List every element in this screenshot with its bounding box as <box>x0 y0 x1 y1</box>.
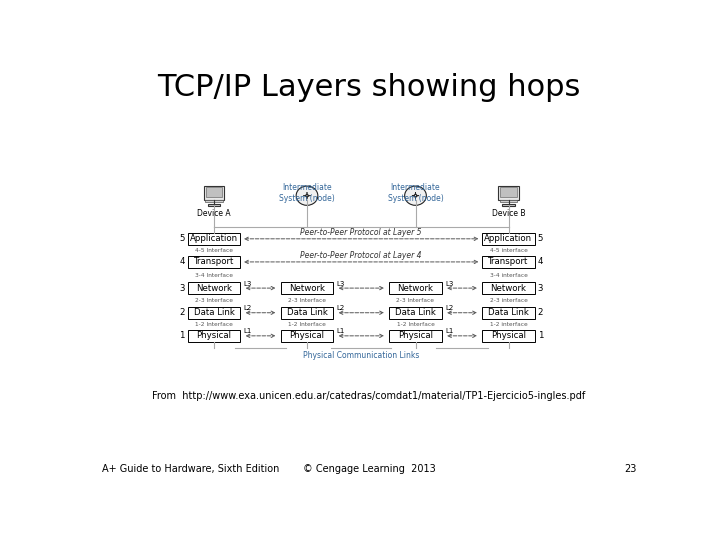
FancyBboxPatch shape <box>188 330 240 342</box>
Text: © Cengage Learning  2013: © Cengage Learning 2013 <box>302 464 436 474</box>
Text: Peer-to-Peer Protocol at Layer 5: Peer-to-Peer Protocol at Layer 5 <box>300 228 422 237</box>
FancyBboxPatch shape <box>188 282 240 294</box>
Text: L1: L1 <box>243 328 252 334</box>
Text: 2: 2 <box>179 308 185 317</box>
Text: L1: L1 <box>336 328 345 334</box>
FancyBboxPatch shape <box>208 204 220 206</box>
Text: 4: 4 <box>538 258 543 266</box>
Text: L2: L2 <box>445 305 453 311</box>
Text: 1-2 Interface: 1-2 Interface <box>397 322 434 327</box>
Text: 23: 23 <box>624 464 636 474</box>
Text: L3: L3 <box>445 281 454 287</box>
Text: 2-3 interface: 2-3 interface <box>490 298 528 303</box>
Text: Data Link: Data Link <box>488 308 529 317</box>
FancyBboxPatch shape <box>188 256 240 268</box>
Text: L3: L3 <box>336 281 345 287</box>
FancyBboxPatch shape <box>482 282 535 294</box>
Text: Intermediate
System (node): Intermediate System (node) <box>279 184 335 203</box>
Text: 2-3 Interface: 2-3 Interface <box>397 298 434 303</box>
Ellipse shape <box>296 186 318 205</box>
FancyBboxPatch shape <box>281 330 333 342</box>
FancyBboxPatch shape <box>482 307 535 319</box>
Text: Physical: Physical <box>197 332 232 340</box>
FancyBboxPatch shape <box>281 282 333 294</box>
FancyBboxPatch shape <box>206 187 222 197</box>
FancyBboxPatch shape <box>500 187 517 197</box>
Text: TCP/IP Layers showing hops: TCP/IP Layers showing hops <box>157 73 581 103</box>
Text: 3-4 Interface: 3-4 Interface <box>195 273 233 278</box>
Text: Data Link: Data Link <box>287 308 328 317</box>
Text: 3: 3 <box>179 284 185 293</box>
Text: Data Link: Data Link <box>395 308 436 317</box>
Text: 5: 5 <box>179 234 185 244</box>
FancyBboxPatch shape <box>188 233 240 245</box>
Text: 4-5 interface: 4-5 interface <box>490 248 528 253</box>
Text: From  http://www.exa.unicen.edu.ar/catedras/comdat1/material/TP1-Ejercicio5-ingl: From http://www.exa.unicen.edu.ar/catedr… <box>153 391 585 401</box>
Text: 3: 3 <box>538 284 543 293</box>
Text: Network: Network <box>196 284 232 293</box>
FancyBboxPatch shape <box>482 256 535 268</box>
FancyBboxPatch shape <box>188 307 240 319</box>
Text: Physical: Physical <box>398 332 433 340</box>
Text: L3: L3 <box>243 281 252 287</box>
Text: Physical: Physical <box>289 332 325 340</box>
Text: Application: Application <box>190 234 238 244</box>
Text: 1: 1 <box>538 332 543 340</box>
FancyBboxPatch shape <box>503 204 515 206</box>
Text: 4-5 Interface: 4-5 Interface <box>195 248 233 253</box>
Text: Network: Network <box>490 284 526 293</box>
Text: Transport: Transport <box>194 258 234 266</box>
Text: Device B: Device B <box>492 209 526 218</box>
Text: 1: 1 <box>179 332 185 340</box>
Text: 1-2 Interface: 1-2 Interface <box>288 322 326 327</box>
Text: A+ Guide to Hardware, Sixth Edition: A+ Guide to Hardware, Sixth Edition <box>102 464 279 474</box>
FancyBboxPatch shape <box>205 200 222 202</box>
Text: Physical: Physical <box>491 332 526 340</box>
Text: Peer-to-Peer Protocol at Layer 4: Peer-to-Peer Protocol at Layer 4 <box>300 252 422 260</box>
FancyBboxPatch shape <box>389 307 442 319</box>
Text: 5: 5 <box>538 234 543 244</box>
Text: L2: L2 <box>243 305 252 311</box>
Text: 2-3 Interface: 2-3 Interface <box>195 298 233 303</box>
Text: 4: 4 <box>179 258 185 266</box>
Text: 2: 2 <box>538 308 543 317</box>
FancyBboxPatch shape <box>389 282 442 294</box>
Text: 2-3 Interface: 2-3 Interface <box>288 298 326 303</box>
Text: 3-4 interface: 3-4 interface <box>490 273 528 278</box>
FancyBboxPatch shape <box>389 330 442 342</box>
FancyBboxPatch shape <box>204 186 224 200</box>
Text: L2: L2 <box>336 305 345 311</box>
FancyBboxPatch shape <box>498 186 518 200</box>
Text: 1-2 Interface: 1-2 Interface <box>195 322 233 327</box>
Text: Device A: Device A <box>197 209 231 218</box>
FancyBboxPatch shape <box>500 200 517 202</box>
Text: L1: L1 <box>445 328 454 334</box>
Text: 1-2 interface: 1-2 interface <box>490 322 527 327</box>
Ellipse shape <box>405 186 426 205</box>
Text: Intermediate
System (node): Intermediate System (node) <box>387 184 444 203</box>
Text: Application: Application <box>485 234 533 244</box>
Text: Data Link: Data Link <box>194 308 235 317</box>
Text: Network: Network <box>397 284 433 293</box>
FancyBboxPatch shape <box>281 307 333 319</box>
Text: Network: Network <box>289 284 325 293</box>
FancyBboxPatch shape <box>482 233 535 245</box>
Text: Transport: Transport <box>488 258 528 266</box>
Text: Physical Communication Links: Physical Communication Links <box>303 350 420 360</box>
FancyBboxPatch shape <box>482 330 535 342</box>
